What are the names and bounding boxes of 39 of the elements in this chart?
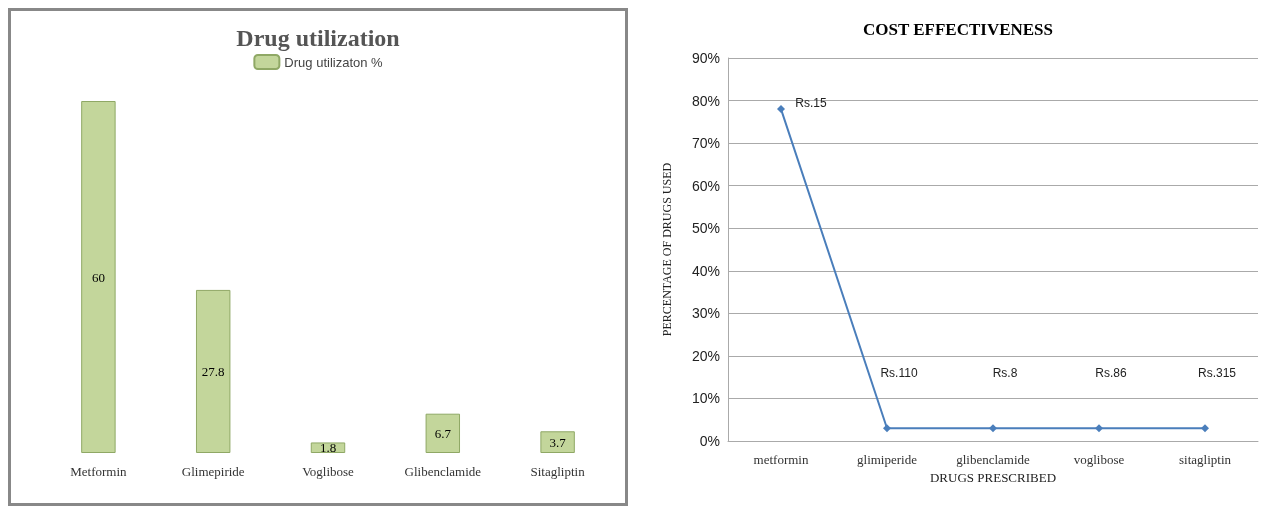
annotation: Rs.15 — [795, 96, 827, 111]
x-tick-label: Voglibose — [302, 464, 355, 479]
y-tick-label: 70% — [691, 135, 720, 152]
data-label: 6.7 — [434, 425, 452, 441]
data-label: 1.8 — [319, 440, 337, 456]
x-tick-label: glimiperide — [857, 452, 918, 467]
x-tick-label: sitagliptin — [1179, 452, 1232, 467]
x-tick-label: Sitagliptin — [530, 464, 586, 479]
x-tick-label: glibenclamide — [956, 452, 1031, 467]
annotation: Rs.110 — [880, 366, 918, 381]
x-tick-label: Glibenclamide — [404, 464, 482, 479]
y-tick-label: 10% — [691, 390, 720, 407]
x-tick-label: metformin — [753, 452, 809, 467]
x-axis-title: DRUGS PRESCRIBED — [929, 470, 1057, 485]
y-tick-label: 90% — [691, 50, 720, 66]
data-label: 60 — [91, 269, 105, 285]
bar — [425, 413, 461, 453]
annotation: Rs.86 — [1095, 366, 1127, 381]
x-tick-label: Glimepiride — [181, 464, 245, 479]
y-axis-title: PERCENTAGE OF DRUGS USED — [660, 162, 674, 337]
chart-title: Drug utilization — [236, 25, 400, 51]
x-tick-label: Metformin — [70, 464, 128, 479]
y-tick-label: 80% — [691, 92, 720, 109]
bar — [81, 101, 116, 453]
chart-title: COST EFFECTIVENESS — [862, 20, 1054, 39]
x-tick-label: voglibose — [1073, 452, 1125, 467]
y-tick-label: 40% — [691, 262, 720, 279]
bar — [195, 289, 231, 453]
annotation: Rs.8 — [992, 366, 1018, 381]
bar — [540, 431, 575, 453]
y-tick-label: 60% — [691, 177, 720, 194]
y-tick-label: 30% — [691, 305, 720, 322]
y-tick-label: 20% — [691, 347, 720, 364]
y-tick-label: 0% — [699, 433, 720, 449]
data-label: 27.8 — [201, 363, 225, 379]
data-label: 3.7 — [549, 434, 567, 450]
annotation: Rs.315 — [1197, 366, 1237, 381]
legend-label: Drug utilizaton % — [284, 54, 384, 70]
y-tick-label: 50% — [691, 220, 720, 237]
